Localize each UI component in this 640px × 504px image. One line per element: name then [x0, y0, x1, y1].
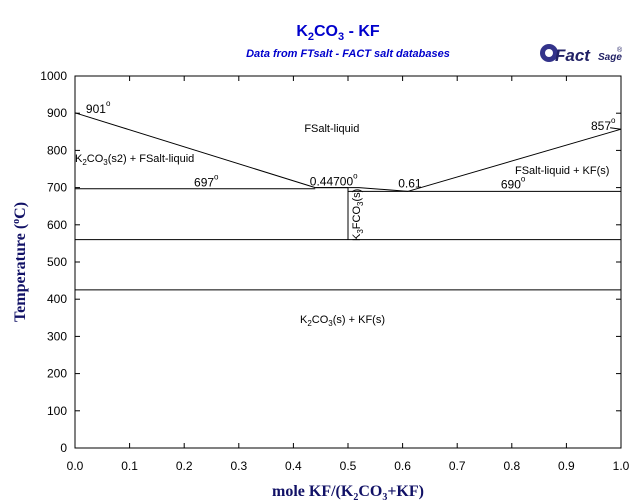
chart-title: K2CO3 - KF — [296, 23, 380, 43]
annotation-label-901: 901o — [86, 99, 111, 116]
x-tick-label: 0.9 — [558, 459, 575, 473]
y-tick-label: 400 — [47, 292, 67, 306]
annotations: 901o 857o 697o 690o 0.44700o 0.61 FSalt-liquid — [86, 99, 616, 191]
x-tick-label: 1.0 — [613, 459, 630, 473]
y-tick-label: 100 — [47, 404, 67, 418]
y-tick-label: 900 — [47, 106, 67, 120]
chart-subtitle: Data from FTsalt - FACT salt databases — [246, 48, 450, 60]
phase-line-end-right — [610, 127, 622, 130]
x-tick-label: 0.3 — [230, 459, 247, 473]
y-tick-label: 600 — [47, 218, 67, 232]
annotation-label-697: 697o — [194, 172, 219, 189]
x-axis-label: mole KF/(K2CO3+KF) — [272, 483, 424, 503]
phase-line-liquidus-right — [407, 128, 622, 192]
x-tick-label: 0.2 — [176, 459, 193, 473]
svg-text:®: ® — [617, 46, 623, 54]
axis-ticks: 0.0 0.1 0.2 0.3 0.4 0.5 0.6 0.7 0.8 0.9 1.0 0 100 200… — [40, 69, 629, 473]
y-tick-label: 500 — [47, 255, 67, 269]
phase-line-liquidus-left — [74, 112, 316, 189]
x-tick-label: 0.8 — [503, 459, 520, 473]
region-label-left: K2CO3(s2) + FSalt-liquid — [75, 153, 194, 167]
annotation-label-690: 690o — [501, 174, 526, 191]
annotation-label-061: 0.61 — [398, 177, 422, 191]
x-tick-label: 0.1 — [121, 459, 138, 473]
annotation-label-0447: 0.44700o — [310, 172, 358, 189]
x-tick-label: 0.6 — [394, 459, 411, 473]
svg-text:Sage: Sage — [598, 52, 622, 63]
y-tick-label: 1000 — [40, 69, 67, 83]
y-tick-label: 0 — [60, 441, 67, 455]
annotation-region-liquid: FSalt-liquid — [304, 123, 359, 135]
y-axis-label: Temperature (oC) — [11, 202, 29, 322]
x-tick-label: 0.5 — [340, 459, 357, 473]
region-label-bottom: K2CO3(s) + KF(s) — [300, 314, 385, 328]
y-tick-label: 300 — [47, 329, 67, 343]
svg-text:Fact: Fact — [555, 46, 591, 65]
y-tick-label: 700 — [47, 181, 67, 195]
x-tick-label: 0.7 — [449, 459, 466, 473]
y-tick-label: 200 — [47, 367, 67, 381]
factsage-logo: Fact Sage ® — [540, 44, 623, 65]
x-tick-label: 0.0 — [67, 459, 84, 473]
x-tick-label: 0.4 — [285, 459, 302, 473]
plot-frame — [74, 75, 622, 449]
annotation-label-857: 857o — [591, 116, 616, 133]
y-tick-label: 800 — [47, 143, 67, 157]
phase-boundaries — [74, 111, 622, 291]
region-label-compound: K3FCO3(s) — [351, 189, 365, 241]
region-label-right: FSalt-liquid + KF(s) — [515, 165, 609, 177]
